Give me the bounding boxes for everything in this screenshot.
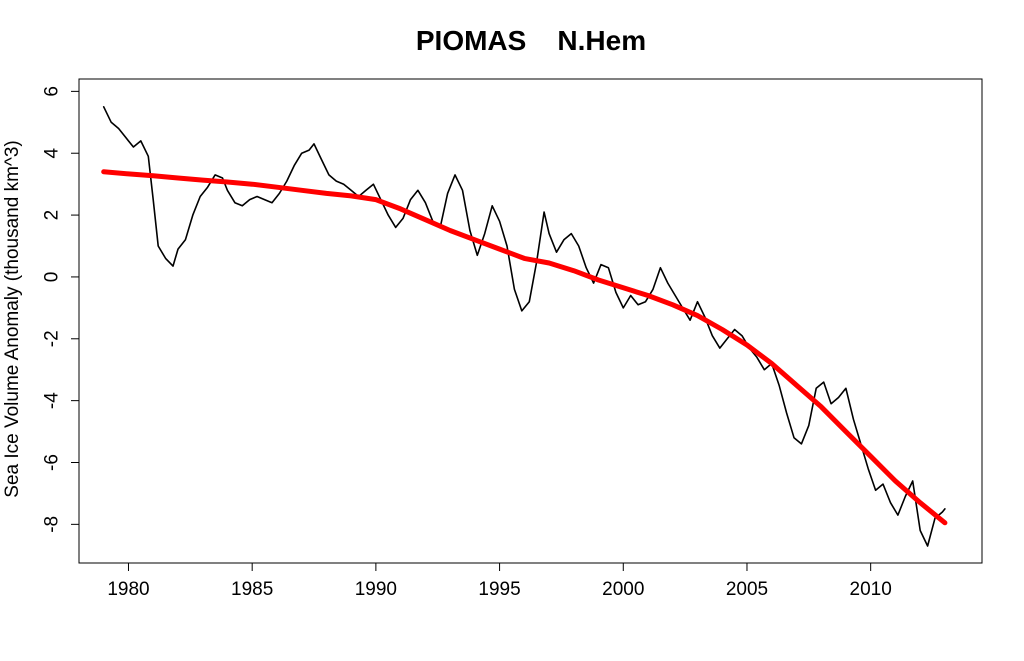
- series-layer: [101, 106, 948, 547]
- x-axis: 1980 1985 1990 1995 2000 2005 2010: [107, 562, 892, 600]
- trend-line: [101, 169, 948, 526]
- chart-title: PIOMAS N.Hem: [416, 25, 646, 56]
- y-axis: -8 -6 -4 -2 0 2 4 6: [42, 86, 80, 533]
- y-tick-label: 2: [42, 210, 63, 221]
- y-tick-label: -8: [42, 516, 63, 533]
- y-tick-label: 6: [42, 86, 63, 97]
- y-tick-label: -2: [42, 330, 63, 347]
- x-tick-label: 2010: [850, 579, 892, 600]
- x-tick-label: 2005: [726, 579, 768, 600]
- y-tick-label: -4: [42, 392, 63, 409]
- x-tick-label: 1990: [355, 579, 397, 600]
- x-tick-label: 2000: [602, 579, 644, 600]
- x-tick-label: 1995: [478, 579, 520, 600]
- y-tick-label: 0: [42, 272, 63, 283]
- y-tick-label: 4: [42, 148, 63, 159]
- plot-frame: [78, 78, 983, 564]
- y-axis-label: Sea Ice Volume Anomaly (thousand km^3): [2, 140, 23, 497]
- x-tick-label: 1985: [231, 579, 273, 600]
- anomaly-line: [102, 106, 946, 547]
- y-tick-label: -6: [42, 454, 63, 471]
- x-tick-label: 1980: [107, 579, 149, 600]
